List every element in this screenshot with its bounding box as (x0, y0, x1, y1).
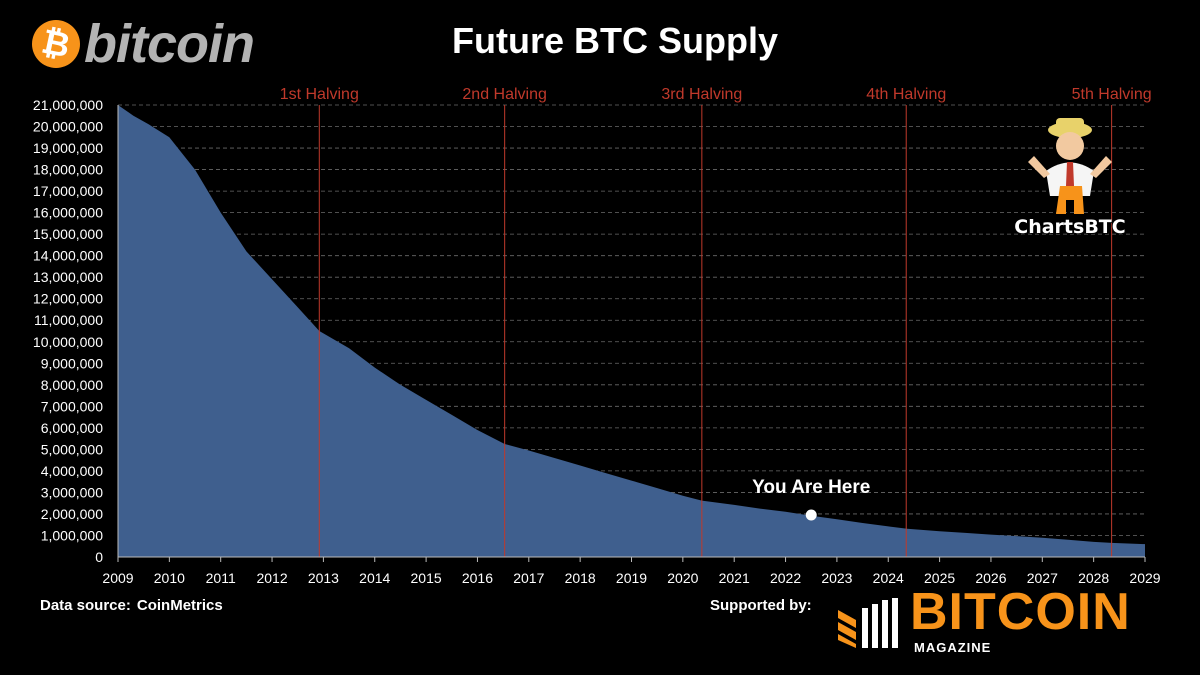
mascot-icon (1028, 118, 1112, 214)
y-tick-label: 18,000,000 (33, 162, 103, 178)
y-tick-label: 5,000,000 (41, 441, 103, 457)
x-tick-label: 2024 (873, 570, 904, 586)
x-tick-label: 2020 (667, 570, 698, 586)
y-tick-label: 7,000,000 (41, 398, 103, 414)
you-are-here-label: You Are Here (752, 477, 870, 498)
halving-label: 4th Halving (866, 86, 946, 103)
x-tick-label: 2013 (308, 570, 339, 586)
y-tick-label: 4,000,000 (41, 463, 103, 479)
x-axis: 2009 2010 2011 2012 2013 2014 2015 2016 2017 2018… (102, 556, 1161, 586)
x-tick-label: 2010 (154, 570, 185, 586)
y-tick-label: 6,000,000 (41, 420, 103, 436)
y-tick-label: 14,000,000 (33, 248, 103, 264)
bitcoin-coin-icon: ₿ (32, 20, 80, 68)
y-axis: 0 1,000,000 2,000,000 3,000,000 4,000,000 5,0… (33, 97, 119, 565)
y-tick-label: 21,000,000 (33, 97, 103, 113)
y-tick-label: 19,000,000 (33, 140, 103, 156)
bitcoin-logo: ₿ bitcoin (32, 14, 255, 74)
y-tick-label: 0 (95, 549, 103, 565)
bitcoin-wordmark: bitcoin (84, 14, 255, 74)
halving-label: 3rd Halving (661, 86, 742, 103)
x-tick-label: 2023 (821, 570, 852, 586)
x-tick-label: 2018 (565, 570, 596, 586)
x-tick-label: 2025 (924, 570, 955, 586)
x-tick-label: 2014 (359, 570, 390, 586)
y-tick-label: 9,000,000 (41, 355, 103, 371)
halving-label: 5th Halving (1072, 86, 1152, 103)
y-tick-label: 17,000,000 (33, 183, 103, 199)
y-tick-label: 13,000,000 (33, 269, 103, 285)
x-tick-label: 2012 (256, 570, 287, 586)
halving-label: 2nd Halving (462, 86, 547, 103)
data-source-label: Data source: (40, 597, 131, 614)
bitcoin-magazine-sub: MAGAZINE (914, 640, 992, 655)
x-tick-label: 2026 (975, 570, 1006, 586)
bitcoin-magazine-logo: BITCOIN MAGAZINE (838, 586, 1178, 670)
x-tick-label: 2022 (770, 570, 801, 586)
annotation: You Are Here (752, 477, 870, 521)
data-source: Data source: CoinMetrics (40, 597, 223, 614)
chart-title: Future BTC Supply (452, 20, 778, 61)
supply-area (118, 105, 1145, 557)
y-tick-label: 11,000,000 (34, 312, 103, 328)
x-tick-label: 2019 (616, 570, 647, 586)
y-tick-label: 8,000,000 (41, 377, 103, 393)
x-tick-label: 2021 (719, 570, 750, 586)
x-tick-label: 2009 (102, 570, 133, 586)
x-tick-label: 2015 (411, 570, 442, 586)
y-tick-label: 16,000,000 (33, 205, 103, 221)
bitcoin-magazine-mark-icon (838, 598, 898, 648)
supported-by-label: Supported by: (710, 597, 812, 614)
y-tick-label: 10,000,000 (33, 334, 103, 350)
x-tick-label: 2011 (206, 570, 236, 586)
data-source-name: CoinMetrics (136, 597, 223, 614)
x-tick-label: 2028 (1078, 570, 1109, 586)
chartsbtc-mascot: ChartsBTC (1010, 116, 1130, 241)
y-tick-label: 1,000,000 (41, 527, 103, 543)
x-tick-label: 2017 (513, 570, 544, 586)
x-tick-label: 2027 (1027, 570, 1058, 586)
you-are-here-dot (805, 509, 817, 521)
x-tick-label: 2016 (462, 570, 493, 586)
bitcoin-magazine-wordmark: BITCOIN (910, 583, 1131, 641)
halving-label: 1st Halving (280, 86, 359, 103)
x-tick-label: 2029 (1129, 570, 1160, 586)
chartsbtc-label: ChartsBTC (1014, 216, 1126, 238)
y-tick-label: 12,000,000 (33, 291, 103, 307)
y-tick-label: 20,000,000 (33, 119, 103, 135)
halving-markers: 1st Halving 2nd Halving 3rd Halving 4th Hal… (280, 86, 1152, 557)
y-tick-label: 15,000,000 (33, 226, 103, 242)
y-tick-label: 3,000,000 (41, 484, 103, 500)
y-tick-label: 2,000,000 (41, 506, 103, 522)
